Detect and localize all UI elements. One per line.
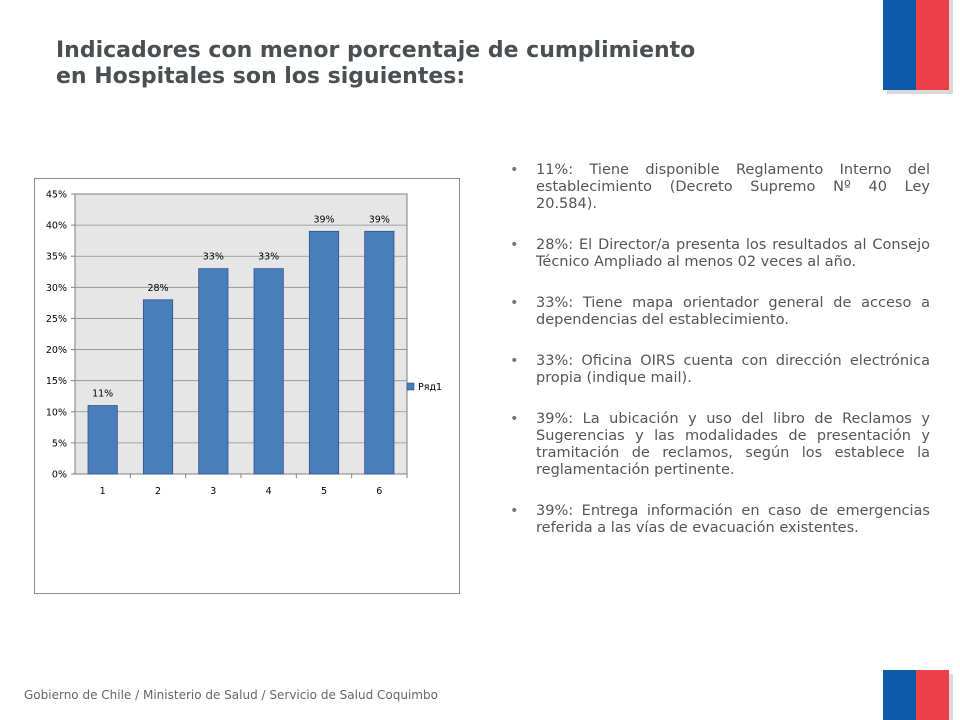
y-tick-label: 20%	[46, 345, 67, 356]
bullet-text: 39%: Entrega información en caso de emer…	[536, 503, 930, 536]
flag-logo-bottom	[883, 670, 949, 720]
bullet-item: • 28%: El Director/a presenta los resulta…	[510, 237, 930, 271]
data-label: 39%	[313, 214, 334, 225]
bullet-dot: •	[510, 237, 519, 253]
bar	[308, 230, 340, 475]
flag-red-stripe	[916, 0, 949, 90]
x-tick-label: 1	[100, 486, 106, 497]
title-line-2: en Hospitales son los siguientes:	[56, 64, 466, 89]
footer-text: Gobierno de Chile / Ministerio de Salud …	[24, 688, 438, 702]
data-label: 28%	[147, 283, 168, 294]
bar	[198, 268, 229, 475]
bullet-text: 28%: El Director/a presenta los resultad…	[536, 237, 930, 270]
x-tick-label: 3	[210, 486, 216, 497]
legend-label: Ряд1	[418, 382, 442, 393]
flag-blue-stripe	[883, 670, 916, 720]
bullet-list: • 11%: Tiene disponible Reglamento Intern…	[510, 162, 930, 561]
y-tick-label: 40%	[46, 221, 67, 232]
bullet-text: 11%: Tiene disponible Reglamento Interno…	[536, 162, 930, 212]
bullet-dot: •	[510, 503, 519, 519]
x-tick-label: 4	[266, 486, 272, 497]
bullet-item: • 33%: Tiene mapa orientador general de a…	[510, 295, 930, 329]
y-tick-label: 10%	[46, 407, 67, 418]
bullet-item: • 33%: Oficina OIRS cuenta con dirección …	[510, 353, 930, 387]
x-tick-label: 5	[321, 486, 327, 497]
y-tick-label: 35%	[46, 252, 67, 263]
bullet-item: • 11%: Tiene disponible Reglamento Intern…	[510, 162, 930, 213]
bullet-dot: •	[510, 295, 519, 311]
bullet-text: 33%: Oficina OIRS cuenta con dirección e…	[536, 353, 930, 386]
y-tick-label: 25%	[46, 314, 67, 325]
y-tick-label: 15%	[46, 376, 67, 387]
bullet-text: 33%: Tiene mapa orientador general de ac…	[536, 295, 930, 328]
bar	[87, 405, 118, 475]
data-label: 33%	[258, 252, 279, 263]
x-tick-label: 6	[376, 486, 382, 497]
data-label: 33%	[203, 252, 224, 263]
flag-blue-stripe	[883, 0, 916, 90]
y-tick-label: 0%	[52, 470, 67, 481]
bar	[142, 299, 174, 475]
bar-chart: 0% 5% 10% 15% 20% 25% 30% 35% 40% 45% 11% 1 28% 2 33% 3…	[34, 178, 460, 594]
bullet-text: 39%: La ubicación y uso del libro de Rec…	[536, 411, 930, 478]
bullet-dot: •	[510, 411, 519, 427]
bullet-dot: •	[510, 162, 519, 178]
y-tick-label: 30%	[46, 283, 67, 294]
plot-area	[74, 193, 408, 475]
title-line-1: Indicadores con menor porcentaje de cump…	[56, 38, 696, 63]
flag-red-stripe	[916, 670, 949, 720]
y-tick-label: 45%	[46, 190, 67, 201]
data-label: 39%	[369, 214, 390, 225]
bullet-item: • 39%: Entrega información en caso de eme…	[510, 503, 930, 537]
bullet-dot: •	[510, 353, 519, 369]
page-title: Indicadores con menor porcentaje de cump…	[56, 38, 816, 90]
bar	[364, 230, 395, 475]
legend-swatch	[406, 382, 415, 391]
bullet-item: • 39%: La ubicación y uso del libro de Re…	[510, 411, 930, 479]
chart-svg: 0% 5% 10% 15% 20% 25% 30% 35% 40% 45% 11% 1 28% 2 33% 3…	[46, 190, 442, 498]
flag-logo-top	[883, 0, 949, 90]
y-tick-label: 5%	[52, 438, 67, 449]
bar	[253, 268, 284, 475]
x-tick-label: 2	[155, 486, 161, 497]
data-label: 11%	[92, 389, 113, 400]
